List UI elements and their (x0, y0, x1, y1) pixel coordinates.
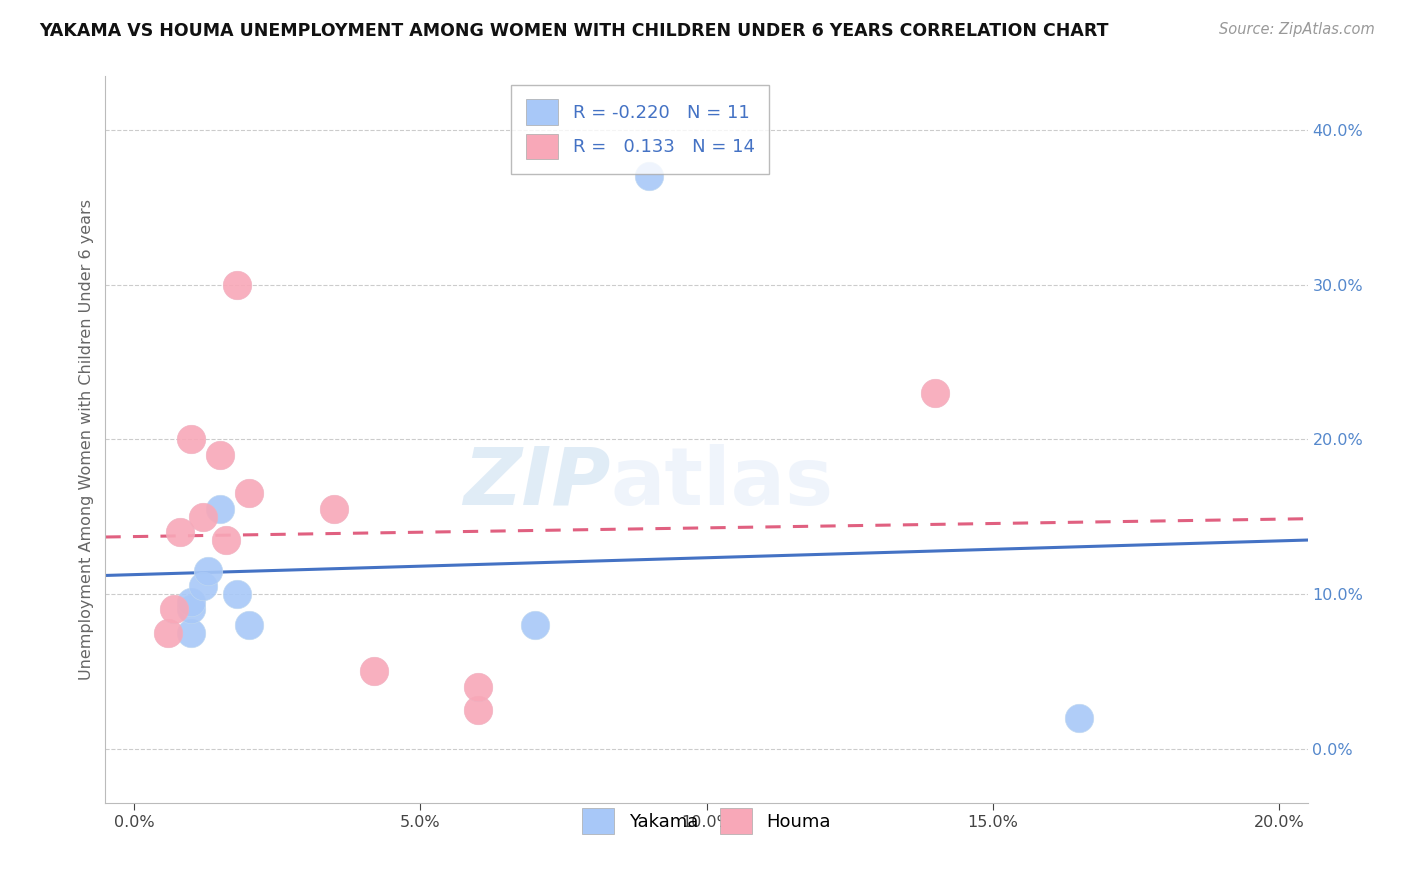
Point (180, 432, 202, 446)
Point (197, 564, 219, 578)
Point (191, 579, 214, 593)
Point (363, 665, 385, 679)
Point (214, 533, 236, 547)
Text: ZIP: ZIP (463, 444, 610, 522)
Point (163, 602, 186, 616)
Point (467, 703, 489, 717)
Text: Source: ZipAtlas.com: Source: ZipAtlas.com (1219, 22, 1375, 37)
Point (180, 595, 202, 609)
Point (638, 169, 661, 184)
Point (1067, 711, 1090, 725)
Point (323, 502, 346, 516)
Text: YAKAMA VS HOUMA UNEMPLOYMENT AMONG WOMEN WITH CHILDREN UNDER 6 YEARS CORRELATION: YAKAMA VS HOUMA UNEMPLOYMENT AMONG WOMEN… (39, 22, 1109, 40)
Point (180, 602, 202, 616)
Text: atlas: atlas (610, 444, 834, 522)
Point (238, 486, 260, 500)
Point (924, 385, 946, 400)
Point (226, 277, 249, 292)
Point (169, 525, 191, 540)
Point (180, 625, 202, 640)
Point (191, 509, 214, 524)
Point (157, 625, 180, 640)
Point (467, 680, 489, 694)
Point (208, 448, 231, 462)
Point (208, 502, 231, 516)
Legend: Yakama, Houma: Yakama, Houma (568, 794, 845, 848)
Y-axis label: Unemployment Among Women with Children Under 6 years: Unemployment Among Women with Children U… (79, 199, 94, 680)
Point (238, 618, 260, 632)
Point (226, 587, 249, 601)
Point (523, 618, 546, 632)
